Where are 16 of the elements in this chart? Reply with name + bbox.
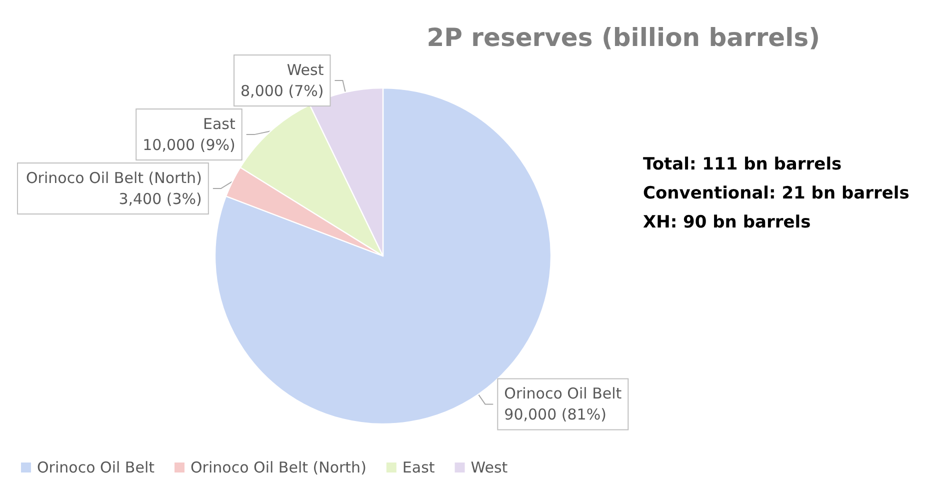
text: Total: 111 bn barrels (643, 154, 842, 174)
data-label: 3,400 (3%) (118, 190, 202, 208)
slice-label: Orinoco Oil Belt (504, 384, 622, 403)
legend-label: Orinoco Oil Belt (37, 458, 155, 476)
data-label: 10,000 (9%) (142, 136, 236, 154)
legend-label: West (470, 458, 508, 476)
data-label: 8,000 (7%) (240, 82, 324, 100)
text: Conventional: 21 bn barrels (643, 184, 910, 204)
slice-label: Orinoco Oil Belt (North) (26, 169, 202, 188)
chart-title: 2P reserves (billion barrels) (426, 23, 820, 52)
data-label: 90,000 (81%) (504, 406, 606, 424)
slice-label: East (202, 115, 236, 134)
legend-label: Orinoco Oil Belt (North) (190, 458, 366, 476)
legend-label: East (402, 458, 435, 476)
slice-label: West (286, 61, 324, 80)
text: XH: 90 bn barrels (643, 212, 811, 232)
